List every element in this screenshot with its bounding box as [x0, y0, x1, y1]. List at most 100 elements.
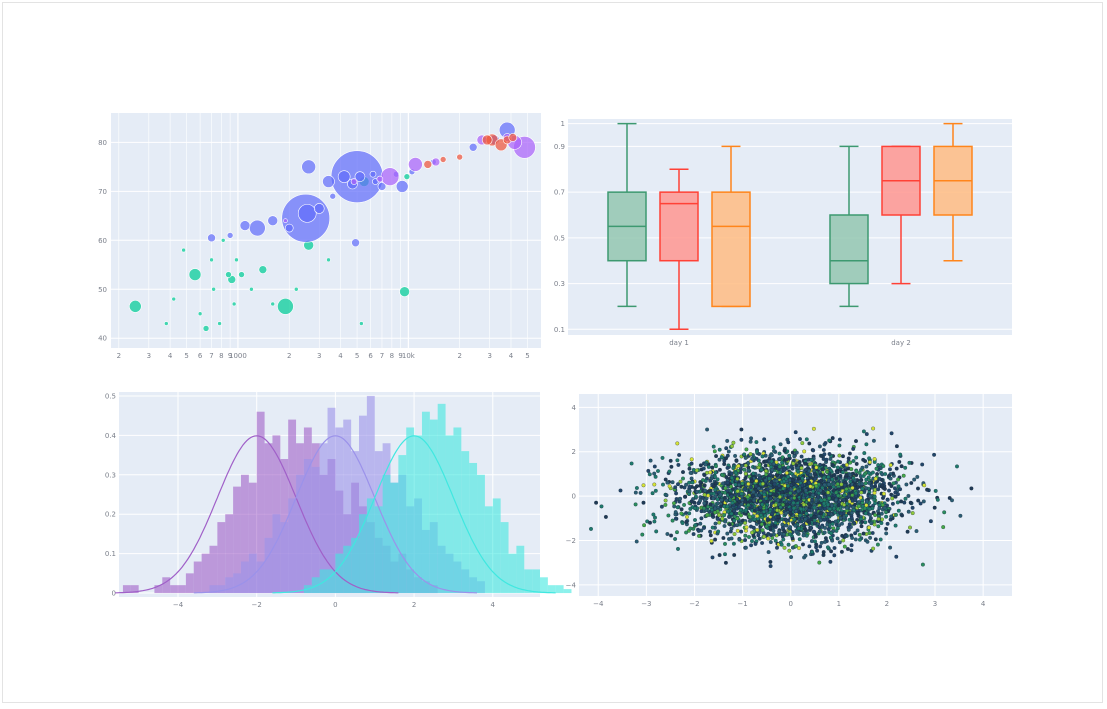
- x-tick-label: 3: [487, 352, 491, 360]
- scatter-point: [868, 512, 872, 517]
- scatter-point: [679, 511, 684, 516]
- scatter-point: [648, 458, 653, 463]
- scatter-point: [885, 503, 890, 508]
- scatter-point: [796, 476, 801, 481]
- scatter-point: [811, 529, 816, 534]
- kde-curve: [115, 435, 399, 594]
- scatter-point: [755, 528, 760, 532]
- scatter-point: [689, 457, 694, 462]
- scatter-point: [785, 502, 790, 507]
- x-tick-label: 4: [338, 352, 343, 360]
- scatter-point: [678, 496, 683, 501]
- scatter-point: [781, 502, 785, 507]
- scatter-point: [830, 521, 835, 526]
- scatter-point: [779, 542, 784, 547]
- scatter-point: [798, 437, 802, 442]
- scatter-point: [854, 455, 859, 460]
- x-tick-label: 2: [287, 352, 291, 360]
- x-tick-label: 0: [333, 601, 337, 609]
- scatter-point: [867, 460, 872, 465]
- scatter-point: [640, 532, 645, 537]
- scatter-point: [771, 532, 776, 537]
- scatter-point: [687, 484, 692, 489]
- scatter-point: [721, 536, 726, 540]
- scatter-point: [705, 427, 710, 432]
- scatter-point: [784, 457, 789, 462]
- scatter-point: [804, 533, 809, 538]
- scatter-point: [771, 462, 776, 466]
- scatter-point: [836, 459, 841, 464]
- scatter-point: [855, 528, 860, 533]
- scatter-point: [663, 477, 668, 482]
- scatter-point: [835, 482, 840, 486]
- bubble-point: [202, 325, 210, 332]
- scatter-point: [864, 432, 869, 437]
- scatter-point: [629, 461, 634, 466]
- scatter-point: [942, 510, 947, 515]
- scatter-point: [737, 537, 742, 542]
- scatter-point: [799, 454, 804, 459]
- scatter-point: [885, 521, 890, 526]
- scatter-point: [770, 511, 775, 516]
- scatter-point: [792, 454, 797, 459]
- scatter-point: [852, 483, 857, 488]
- bubble-point: [238, 271, 245, 278]
- histogram-bar: [256, 411, 265, 594]
- bubble-point: [249, 219, 266, 237]
- scatter-point: [871, 426, 876, 431]
- scatter-point: [768, 496, 773, 501]
- scatter-point: [874, 466, 879, 471]
- bubble-point: [351, 238, 360, 248]
- scatter-point: [705, 512, 710, 517]
- scatter-point: [835, 470, 840, 475]
- scatter-point: [880, 483, 885, 488]
- scatter-point: [893, 490, 898, 495]
- scatter-point: [862, 451, 867, 456]
- scatter-point: [722, 524, 727, 528]
- scatter-point: [778, 470, 783, 475]
- scatter-point: [763, 453, 768, 458]
- scatter-point: [791, 506, 796, 511]
- scatter-point: [779, 473, 784, 478]
- scatter-point: [656, 469, 660, 473]
- scatter-point: [812, 468, 817, 473]
- scatter-point: [652, 471, 657, 476]
- scatter-point: [717, 513, 722, 518]
- scatter-point: [699, 516, 704, 521]
- scatter-point: [773, 538, 778, 543]
- scatter-point: [830, 436, 835, 441]
- scatter-point: [745, 495, 750, 499]
- scatter-point: [877, 476, 882, 481]
- histogram-bar: [209, 545, 218, 594]
- x-tick-label: −3: [641, 600, 651, 608]
- scatter-point: [690, 480, 695, 485]
- bubble-point: [207, 233, 216, 243]
- histogram-bar: [500, 522, 509, 594]
- scatter-point: [751, 493, 756, 498]
- scatter-point: [782, 529, 787, 533]
- scatter-point: [727, 522, 732, 527]
- scatter-point: [891, 481, 896, 486]
- x-tick-label: 4: [509, 352, 514, 360]
- scatter-point: [793, 523, 798, 528]
- scatter-point: [850, 485, 855, 490]
- bubble-point: [231, 301, 237, 307]
- scatter-point: [777, 464, 782, 469]
- scatter-point: [653, 474, 658, 479]
- scatter-point: [763, 483, 768, 488]
- scatter-point: [744, 447, 749, 452]
- histogram-bar: [406, 427, 415, 594]
- scatter-point: [844, 462, 849, 467]
- scatter-point: [864, 464, 869, 469]
- scatter-point: [839, 549, 844, 554]
- scatter-point: [908, 500, 913, 505]
- scatter-point: [693, 494, 698, 499]
- scatter-point: [854, 469, 859, 474]
- scatter-point: [774, 479, 779, 484]
- scatter-point: [688, 470, 693, 475]
- scatter-point: [909, 481, 914, 485]
- scatter-point: [736, 504, 741, 509]
- scatter-point: [807, 441, 812, 446]
- scatter-point: [743, 545, 748, 550]
- bubble-point: [337, 170, 351, 183]
